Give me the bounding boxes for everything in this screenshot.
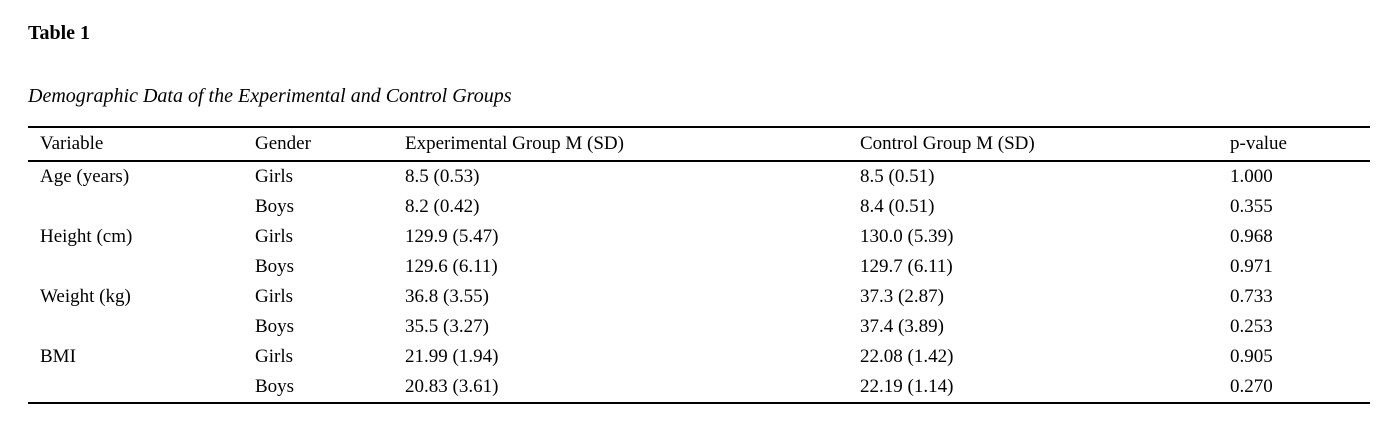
cell-pvalue: 1.000 [1230, 166, 1273, 187]
cell-control: 22.08 (1.42) [860, 346, 954, 367]
cell-gender: Girls [255, 166, 293, 187]
cell-gender: Girls [255, 286, 293, 307]
cell-variable [28, 372, 243, 403]
table-row: BMI Girls 21.99 (1.94) 22.08 (1.42) 0.90… [28, 342, 1370, 372]
cell-experimental: 35.5 (3.27) [405, 316, 489, 337]
cell-pvalue: 0.253 [1230, 316, 1273, 337]
cell-gender: Boys [255, 196, 295, 217]
table-row: Boys 8.2 (0.42) 8.4 (0.51) 0.355 [28, 192, 1370, 222]
demographics-table: Variable Gender Experimental Group M (SD… [28, 126, 1370, 404]
cell-gender: Girls [255, 346, 293, 367]
cell-experimental: 129.6 (6.11) [405, 256, 498, 277]
cell-variable [28, 252, 243, 282]
cell-pvalue: 0.733 [1230, 286, 1273, 307]
table-row: Age (years) Girls 8.5 (0.53) 8.5 (0.51) … [28, 161, 1370, 192]
table-row: Boys 20.83 (3.61) 22.19 (1.14) 0.270 [28, 372, 1370, 403]
cell-control: 130.0 (5.39) [860, 226, 954, 247]
cell-variable: Age (years) [40, 166, 130, 187]
cell-variable: BMI [40, 346, 76, 367]
table-row: Boys 129.6 (6.11) 129.7 (6.11) 0.971 [28, 252, 1370, 282]
column-header-pvalue: p-value [1230, 133, 1287, 154]
table-row: Boys 35.5 (3.27) 37.4 (3.89) 0.253 [28, 312, 1370, 342]
column-header-experimental: Experimental Group M (SD) [405, 133, 624, 154]
cell-gender: Boys [255, 256, 295, 277]
table-row: Weight (kg) Girls 36.8 (3.55) 37.3 (2.87… [28, 282, 1370, 312]
cell-pvalue: 0.905 [1230, 346, 1273, 367]
cell-variable: Height (cm) [40, 226, 133, 247]
cell-experimental: 8.2 (0.42) [405, 196, 480, 217]
table-number-label: Table 1 [28, 22, 91, 44]
cell-pvalue: 0.971 [1230, 256, 1273, 277]
cell-experimental: 36.8 (3.55) [405, 286, 489, 307]
table-caption: Demographic Data of the Experimental and… [28, 85, 512, 107]
cell-pvalue: 0.355 [1230, 196, 1273, 217]
column-header-gender: Gender [255, 133, 311, 154]
cell-control: 8.5 (0.51) [860, 166, 935, 187]
column-header-variable: Variable [40, 133, 104, 154]
cell-gender: Boys [255, 316, 295, 337]
cell-experimental: 8.5 (0.53) [405, 166, 480, 187]
cell-variable [28, 312, 243, 342]
column-header-control: Control Group M (SD) [860, 133, 1035, 154]
cell-control: 129.7 (6.11) [860, 256, 953, 277]
cell-pvalue: 0.968 [1230, 226, 1273, 247]
cell-control: 37.3 (2.87) [860, 286, 944, 307]
cell-variable: Weight (kg) [40, 286, 131, 307]
table-row: Height (cm) Girls 129.9 (5.47) 130.0 (5.… [28, 222, 1370, 252]
cell-experimental: 21.99 (1.94) [405, 346, 499, 367]
cell-control: 22.19 (1.14) [860, 376, 954, 397]
cell-control: 8.4 (0.51) [860, 196, 935, 217]
cell-variable [28, 192, 243, 222]
cell-experimental: 129.9 (5.47) [405, 226, 499, 247]
cell-gender: Girls [255, 226, 293, 247]
cell-gender: Boys [255, 376, 295, 397]
document-page: Table 1 Demographic Data of the Experime… [28, 22, 1370, 404]
table-header-row: Variable Gender Experimental Group M (SD… [28, 127, 1370, 161]
cell-control: 37.4 (3.89) [860, 316, 944, 337]
cell-experimental: 20.83 (3.61) [405, 376, 499, 397]
cell-pvalue: 0.270 [1230, 376, 1273, 397]
